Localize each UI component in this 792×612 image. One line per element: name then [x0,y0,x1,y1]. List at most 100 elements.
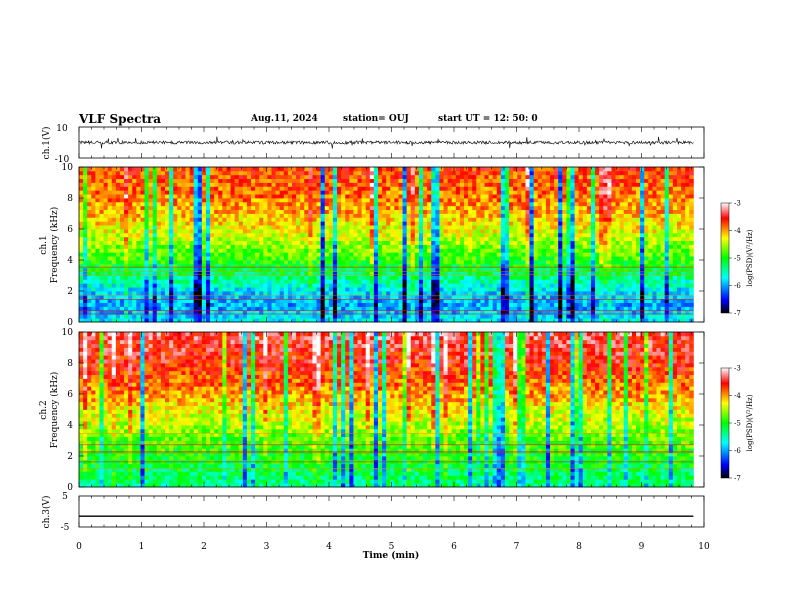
ch1-spectrogram-cell [316,201,322,207]
ch1-spectrogram-cell [95,306,100,311]
ch1-spectrogram-cell [418,267,424,273]
ch1-spectrogram-cell [558,279,563,284]
ch1-spectrogram-cell [447,244,453,249]
ch1-spectrogram-cell [205,306,211,311]
ch1-spectrogram-cell [480,213,485,218]
ch1-spectrogram-cell [402,260,408,265]
ch1-spectrogram-cell [201,267,207,273]
ch1-spectrogram-cell [304,236,309,242]
ch1-spectrogram-cell [406,170,412,176]
ch1-spectrogram-cell [394,201,399,207]
ch1-spectrogram-cell [119,271,125,276]
ch1-spectrogram-cell [91,170,96,176]
ch1-spectrogram-cell [504,236,510,242]
ch1-spectrogram-cell [156,229,162,234]
ch1-spectrogram-cell [99,170,104,176]
ch1-spectrogram-cell [369,186,375,191]
ch1-spectrogram-cell [484,225,489,230]
ch1-spectrogram-cell [554,167,559,172]
ch1-spectrogram-cell [165,260,170,265]
ch1-spectrogram-cell [259,167,264,172]
ch1-spectrogram-cell [468,279,473,284]
ch1-spectrogram-cell [119,174,125,180]
ch1-spectrogram-cell [361,252,367,257]
ch1-spectrogram-cell [468,306,473,311]
ch1-spectrogram-cell [173,306,178,311]
ch1-spectrogram-cell [562,279,567,284]
ch1-spectrogram-cell [480,198,485,203]
ch1-spectrogram-cell [111,267,117,273]
ch1-spectrogram-cell [201,178,207,183]
ch1-spectrogram-cell [574,283,580,288]
ch1-spectrogram-cell [439,236,444,242]
ch1-spectrogram-cell [488,275,494,280]
ch1-spectrogram-cell [451,170,457,176]
ch1-spectrogram-cell [238,271,244,276]
ch1-spectrogram-cell [513,298,518,304]
ch1-spectrogram-cell [140,221,145,226]
ch1-spectrogram-cell [525,283,530,288]
ch1-spectrogram-cell [480,244,485,249]
ch1-spectrogram-cell [394,209,399,214]
ch1-spectrogram-cell [373,225,379,230]
ch1-spectrogram-cell [320,182,326,187]
ch1-spectrogram-cell [427,194,432,199]
ch1-spectrogram-cell [451,213,457,218]
ch1-spectrogram-cell [95,170,100,176]
ch1-spectrogram-cell [365,217,371,222]
ch1-spectrogram-cell [271,302,276,307]
ch1-spectrogram-cell [230,260,236,265]
ch1-spectrogram-cell [533,170,539,176]
ch1-spectrogram-cell [324,306,330,311]
ch1-spectrogram-cell [332,306,338,311]
ch1-spectrogram-cell [156,306,162,311]
ch1-spectrogram-cell [455,170,461,176]
ch1-spectrogram-cell [435,318,440,323]
ch1-spectrogram-cell [521,213,526,218]
ch1-spectrogram-cell [304,170,309,176]
ch1-spectrogram-cell [128,167,133,172]
ch1-spectrogram-cell [386,314,391,319]
ch1-spectrogram-cell [406,291,412,296]
ch1-spectrogram-cell [193,236,199,242]
ch1-spectrogram-cell [296,167,301,172]
ch1-spectrogram-cell [312,263,317,269]
ch1-spectrogram-cell [509,190,514,195]
ch1-spectrogram-cell [234,174,240,180]
ch1-spectrogram-cell [291,221,297,226]
ch1-spectrogram-cell [79,221,84,226]
ch1-spectrogram-cell [373,318,379,323]
ch1-spectrogram-cell [214,314,219,319]
ch1-spectrogram-cell [291,209,297,214]
ch1-spectrogram-cell [255,279,260,284]
ch1-spectrogram-cell [263,170,268,176]
ch1-spectrogram-cell [406,174,412,180]
ch1-spectrogram-cell [337,229,342,234]
ch1-spectrogram-cell [472,182,477,187]
ch1-spectrogram-cell [246,178,252,183]
ch1-spectrogram-cell [533,198,539,203]
ch1-spectrogram-cell [427,283,432,288]
ch1-spectrogram-cell [488,291,494,296]
ch1-spectrogram-cell [267,178,272,183]
ch1-spectrogram-cell [91,190,96,195]
ch1-spectrogram-cell [279,275,285,280]
ch1-spectrogram-cell [193,310,199,315]
ch1-spectrogram-cell [537,201,543,207]
ch1-spectrogram-cell [267,287,272,292]
ch1-spectrogram-cell [431,209,436,214]
ch1-spectrogram-cell [480,287,485,292]
ch1-spectrogram-cell [103,283,109,288]
ch1-spectrogram-cell [218,221,223,226]
ch1-spectrogram-cell [287,201,293,207]
ch1-spectrogram-cell [197,209,203,214]
ch1-spectrogram-cell [87,209,92,214]
ch1-spectrogram-cell [144,236,150,242]
ch1-spectrogram-cell [210,225,215,230]
ch1-spectrogram-cell [107,291,113,296]
ch1-spectrogram-cell [357,182,363,187]
ch1-spectrogram-cell [169,298,174,304]
ch1-spectrogram-cell [357,298,363,304]
ch1-spectrogram-cell [296,232,301,238]
ch1-spectrogram-cell [111,205,117,211]
